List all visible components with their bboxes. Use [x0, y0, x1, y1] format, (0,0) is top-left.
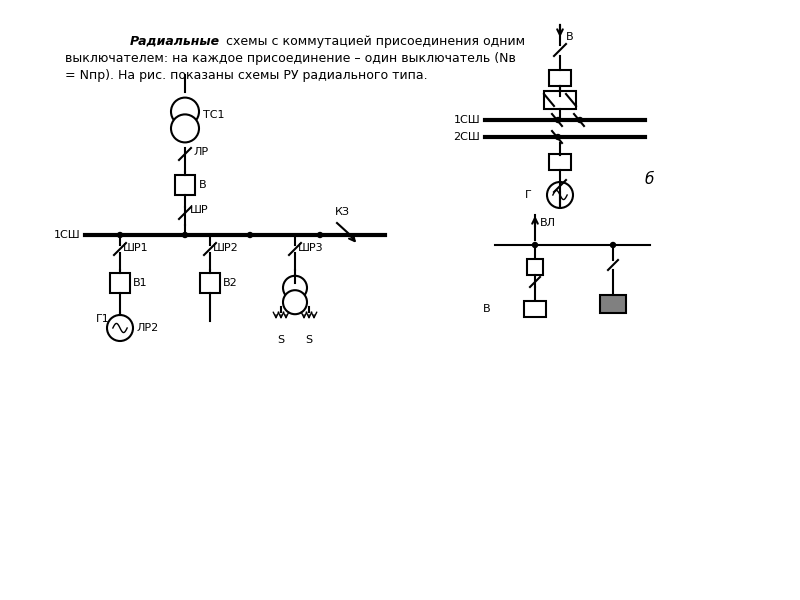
Circle shape	[318, 232, 322, 238]
Text: б: б	[645, 173, 654, 187]
Text: Радиальные: Радиальные	[130, 35, 220, 48]
Text: = Nпр). На рис. показаны схемы РУ радиального типа.: = Nпр). На рис. показаны схемы РУ радиал…	[65, 69, 428, 82]
Text: 1СШ: 1СШ	[54, 230, 80, 240]
Circle shape	[610, 242, 615, 247]
Circle shape	[171, 115, 199, 142]
Text: В1: В1	[133, 278, 148, 288]
Bar	[527, 259, 543, 275]
Text: В: В	[483, 304, 490, 314]
Bar	[549, 70, 571, 86]
Circle shape	[547, 182, 573, 208]
Text: ТС1: ТС1	[203, 110, 225, 120]
Text: ШР: ШР	[190, 205, 209, 215]
Bar	[200, 273, 220, 293]
Bar	[544, 91, 576, 109]
Circle shape	[555, 118, 561, 122]
Text: ШР3: ШР3	[298, 243, 324, 253]
Text: В2: В2	[223, 278, 238, 288]
Circle shape	[118, 232, 122, 238]
Text: S: S	[306, 335, 313, 345]
Text: В: В	[199, 180, 206, 190]
Circle shape	[182, 232, 187, 238]
Circle shape	[171, 98, 199, 125]
Circle shape	[107, 315, 133, 341]
Circle shape	[555, 134, 561, 139]
Circle shape	[283, 276, 307, 300]
Text: ШР1: ШР1	[123, 243, 149, 253]
Text: ЛР2: ЛР2	[136, 323, 158, 333]
Text: ШР2: ШР2	[213, 243, 238, 253]
Text: ВЛ: ВЛ	[540, 218, 556, 228]
Bar	[600, 295, 626, 313]
Circle shape	[578, 118, 582, 122]
Text: 2СШ: 2СШ	[454, 132, 480, 142]
Bar	[524, 301, 546, 317]
Circle shape	[247, 232, 253, 238]
Text: В: В	[566, 32, 574, 42]
Text: Г1: Г1	[96, 314, 110, 324]
Bar	[110, 273, 130, 293]
Text: S: S	[278, 335, 285, 345]
Bar	[549, 154, 571, 170]
Circle shape	[533, 242, 538, 247]
Text: ЛР: ЛР	[193, 147, 208, 157]
Circle shape	[283, 290, 307, 314]
Text: Г: Г	[525, 190, 532, 200]
Text: 1СШ: 1СШ	[454, 115, 480, 125]
Text: схемы с коммутацией присоединения одним: схемы с коммутацией присоединения одним	[222, 35, 525, 48]
Text: КЗ: КЗ	[335, 207, 350, 217]
Text: выключателем: на каждое присоединение – один выключатель (Nв: выключателем: на каждое присоединение – …	[65, 52, 516, 65]
Bar	[175, 175, 195, 195]
